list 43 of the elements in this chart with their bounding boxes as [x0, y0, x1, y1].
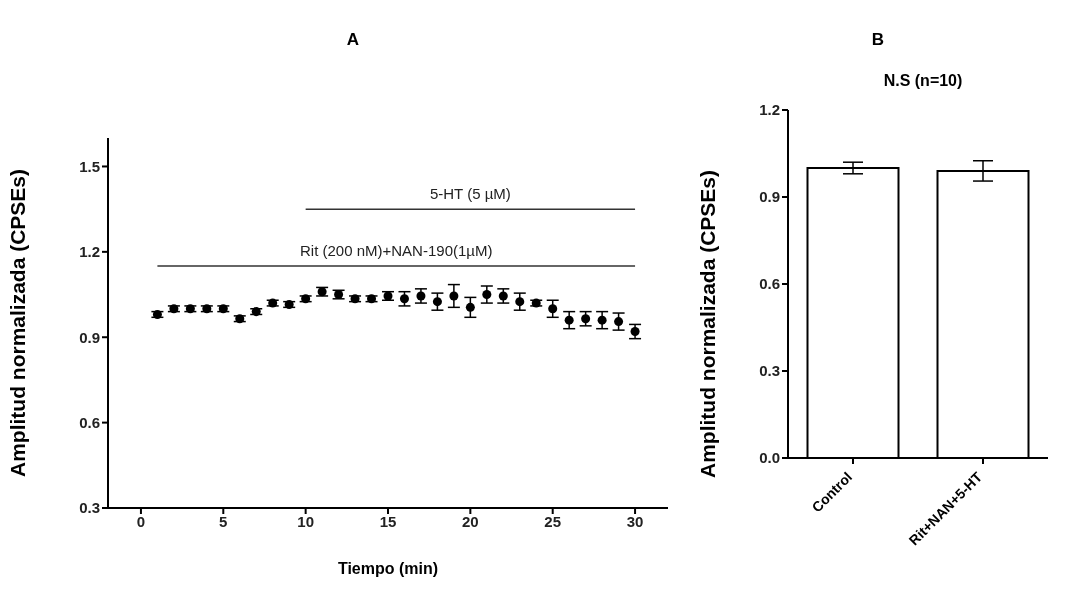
point [564, 315, 574, 325]
x-tick-label: 5 [219, 512, 228, 530]
point [367, 294, 377, 304]
point [581, 314, 591, 324]
point [548, 304, 558, 314]
point [482, 290, 492, 300]
point [630, 327, 640, 337]
chart-title: A [345, 29, 361, 50]
x-tick-label: 30 [626, 512, 644, 530]
y-tick-label: 0.6 [759, 275, 780, 293]
y-axis-title: Amplitud normalizada (CPSEs) [6, 168, 30, 478]
chart-title: B [870, 29, 886, 50]
point [432, 297, 442, 307]
x-axis-title: Tiempo (min) [337, 560, 439, 578]
x-tick-label: 25 [544, 512, 562, 530]
point [597, 315, 607, 325]
y-axis-title: Amplitud normalizada (CPSEs) [696, 169, 720, 479]
y-tick-label: 0.3 [79, 499, 100, 517]
point [185, 304, 195, 314]
x-tick-label: 10 [297, 512, 314, 530]
point [301, 294, 311, 304]
series-label: 5-HT (5 µM) [429, 185, 511, 203]
y-tick-label: 0.6 [79, 413, 100, 431]
y-tick-label: 1.2 [759, 101, 780, 119]
y-tick-label: 1.2 [79, 243, 100, 261]
point [268, 298, 278, 308]
point [465, 302, 475, 312]
x-tick-label: 15 [379, 512, 397, 530]
text: N.S (n=10) [882, 72, 964, 90]
y-tick-label: 0.9 [79, 328, 100, 346]
point [449, 291, 459, 301]
point [614, 317, 624, 327]
y-tick-label: 1.5 [79, 157, 100, 175]
y-tick-label: 0.0 [759, 449, 780, 467]
point [399, 294, 409, 304]
series-label: Rit (200 nM)+NAN-190(1µM) [300, 242, 493, 260]
x-tick-label: 0 [136, 512, 146, 530]
y-tick-label: 0.9 [759, 188, 780, 206]
x-tick-label: 20 [462, 512, 479, 530]
point [515, 297, 525, 307]
point [152, 309, 162, 319]
y-tick-label: 0.3 [759, 362, 780, 380]
point [218, 304, 228, 314]
